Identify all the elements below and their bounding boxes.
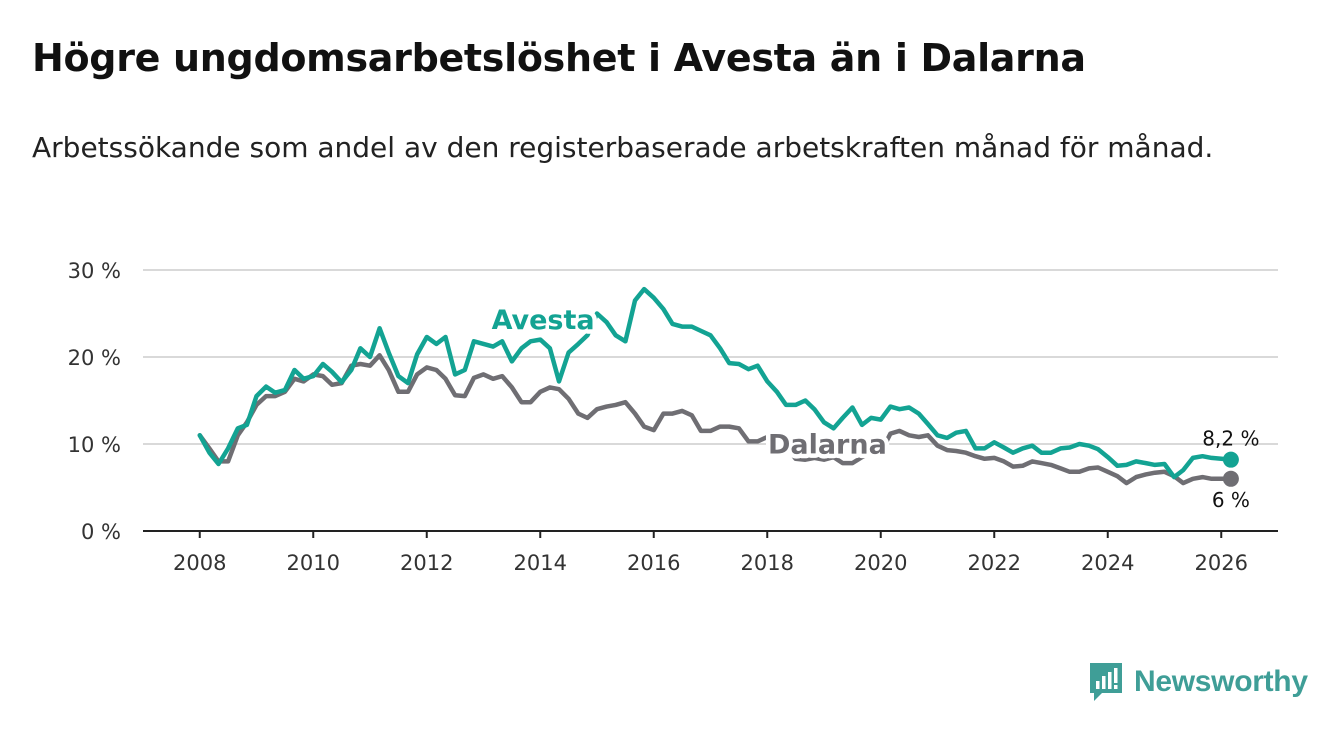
end-label-avesta: 8,2 % [1202, 427, 1259, 451]
series-line-avesta [197, 286, 1234, 480]
end-label-dalarna: 6 % [1212, 488, 1250, 512]
x-tick-label: 2026 [1195, 551, 1248, 575]
x-tick-label: 2012 [400, 551, 453, 575]
series-line-dalarna [197, 353, 1234, 486]
x-tick-label: 2016 [627, 551, 680, 575]
end-point-avesta [1222, 451, 1239, 468]
grid-layer [143, 269, 1278, 445]
y-tick-label: 0 % [81, 520, 121, 544]
x-tick-label: 2018 [741, 551, 794, 575]
chart-subtitle: Arbetssökande som andel av den registerb… [32, 131, 1214, 164]
series-label-halo: Dalarna [768, 430, 887, 461]
x-tick-label: 2008 [173, 551, 226, 575]
chart-title: Högre ungdomsarbetslöshet i Avesta än i … [32, 36, 1086, 80]
series-label-halo: Avesta [492, 305, 595, 336]
newsworthy-icon [1090, 663, 1122, 701]
x-tick-label: 2022 [968, 551, 1021, 575]
x-tick-label: 2014 [514, 551, 567, 575]
x-tick-label: 2020 [854, 551, 907, 575]
series-label-dalarna: Dalarna [768, 430, 887, 461]
brand-name: Newsworthy [1134, 665, 1308, 698]
series-layer [197, 286, 1234, 486]
newsworthy-logo: Newsworthy [1088, 660, 1308, 704]
y-tick-label: 10 % [68, 433, 121, 457]
x-tick-label: 2024 [1081, 551, 1134, 575]
x-tick-label: 2010 [287, 551, 340, 575]
axis-layer: 0 % 10 % 20 % 30 % 2008 2010 2012 2014 2016 2018 2… [68, 259, 1278, 575]
y-tick-label: 30 % [68, 259, 121, 283]
series-label-avesta: Avesta [492, 305, 595, 336]
line-chart: 0 % 10 % 20 % 30 % 2008 2010 2012 2014 2016 2018 2… [68, 259, 1278, 575]
y-tick-label: 20 % [68, 346, 121, 370]
end-point-dalarna [1222, 470, 1239, 487]
